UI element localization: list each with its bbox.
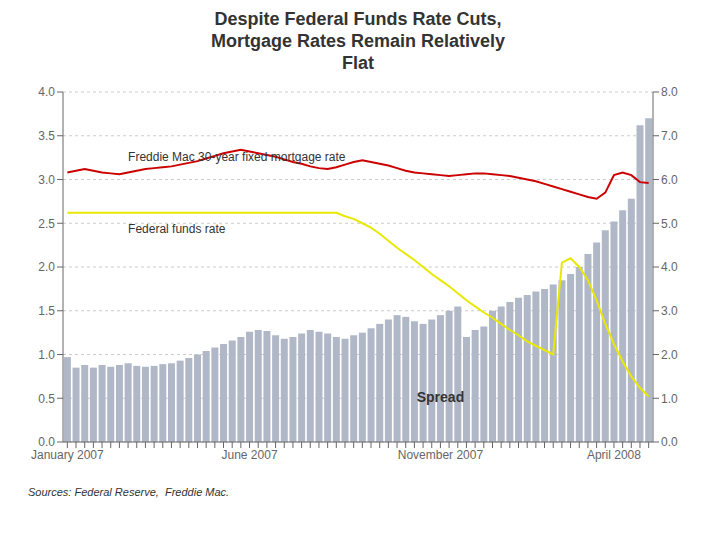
svg-text:April 2008: April 2008 <box>587 448 641 462</box>
svg-text:Freddie Mac 30-year fixed mort: Freddie Mac 30-year fixed mortgage rate <box>128 150 346 164</box>
svg-text:Spread: Spread <box>417 389 464 405</box>
svg-text:November 2007: November 2007 <box>398 448 484 462</box>
svg-text:1.5: 1.5 <box>38 304 55 318</box>
svg-text:2.0: 2.0 <box>38 260 55 274</box>
svg-text:5.0: 5.0 <box>661 217 678 231</box>
svg-text:1.0: 1.0 <box>38 348 55 362</box>
html-text:Sources: Federal Reserve, Fred: Sources: Federal Reserve, Freddie Mac. <box>28 486 230 498</box>
svg-text:2.5: 2.5 <box>38 217 55 231</box>
svg-text:1.0: 1.0 <box>661 392 678 406</box>
svg-text:4.0: 4.0 <box>661 260 678 274</box>
svg-text:4.0: 4.0 <box>38 85 55 99</box>
svg-text:3.0: 3.0 <box>38 173 55 187</box>
svg-text:3.0: 3.0 <box>661 304 678 318</box>
svg-text:0.0: 0.0 <box>38 435 55 449</box>
svg-text:7.0: 7.0 <box>661 129 678 143</box>
svg-text:January 2007: January 2007 <box>31 448 104 462</box>
svg-text:0.0: 0.0 <box>661 435 678 449</box>
svg-text:Federal funds rate: Federal funds rate <box>128 222 226 236</box>
svg-text:June 2007: June 2007 <box>222 448 278 462</box>
svg-text:2.0: 2.0 <box>661 348 678 362</box>
html-text:Despite Federal Funds Rate Cut: Despite Federal Funds Rate Cuts, Mortgag… <box>210 9 505 73</box>
svg-text:6.0: 6.0 <box>661 173 678 187</box>
svg-text:0.5: 0.5 <box>38 392 55 406</box>
svg-text:3.5: 3.5 <box>38 129 55 143</box>
svg-text:8.0: 8.0 <box>661 85 678 99</box>
